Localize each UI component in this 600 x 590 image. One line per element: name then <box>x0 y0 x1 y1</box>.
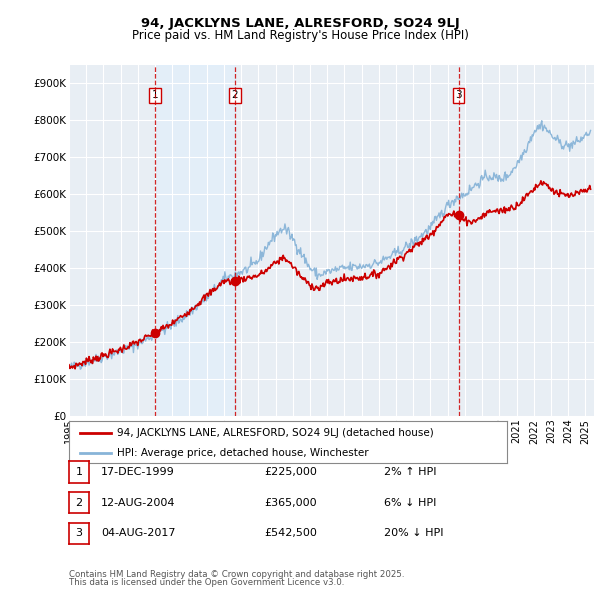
Text: 3: 3 <box>76 529 82 538</box>
Text: 1: 1 <box>76 467 82 477</box>
Text: 2% ↑ HPI: 2% ↑ HPI <box>384 467 437 477</box>
Text: 04-AUG-2017: 04-AUG-2017 <box>101 529 175 538</box>
Text: £225,000: £225,000 <box>264 467 317 477</box>
Text: 17-DEC-1999: 17-DEC-1999 <box>101 467 175 477</box>
Text: 1: 1 <box>152 90 158 100</box>
Text: 2: 2 <box>232 90 238 100</box>
Text: 12-AUG-2004: 12-AUG-2004 <box>101 498 175 507</box>
Text: This data is licensed under the Open Government Licence v3.0.: This data is licensed under the Open Gov… <box>69 578 344 587</box>
Text: £365,000: £365,000 <box>264 498 317 507</box>
Text: £542,500: £542,500 <box>264 529 317 538</box>
Text: 2: 2 <box>76 498 82 507</box>
Text: 94, JACKLYNS LANE, ALRESFORD, SO24 9LJ: 94, JACKLYNS LANE, ALRESFORD, SO24 9LJ <box>140 17 460 30</box>
Text: 6% ↓ HPI: 6% ↓ HPI <box>384 498 436 507</box>
Text: HPI: Average price, detached house, Winchester: HPI: Average price, detached house, Winc… <box>117 448 369 457</box>
Text: Contains HM Land Registry data © Crown copyright and database right 2025.: Contains HM Land Registry data © Crown c… <box>69 571 404 579</box>
Text: Price paid vs. HM Land Registry's House Price Index (HPI): Price paid vs. HM Land Registry's House … <box>131 29 469 42</box>
Text: 3: 3 <box>455 90 462 100</box>
Bar <box>155 65 235 416</box>
Text: 20% ↓ HPI: 20% ↓ HPI <box>384 529 443 538</box>
Text: 94, JACKLYNS LANE, ALRESFORD, SO24 9LJ (detached house): 94, JACKLYNS LANE, ALRESFORD, SO24 9LJ (… <box>117 428 434 438</box>
